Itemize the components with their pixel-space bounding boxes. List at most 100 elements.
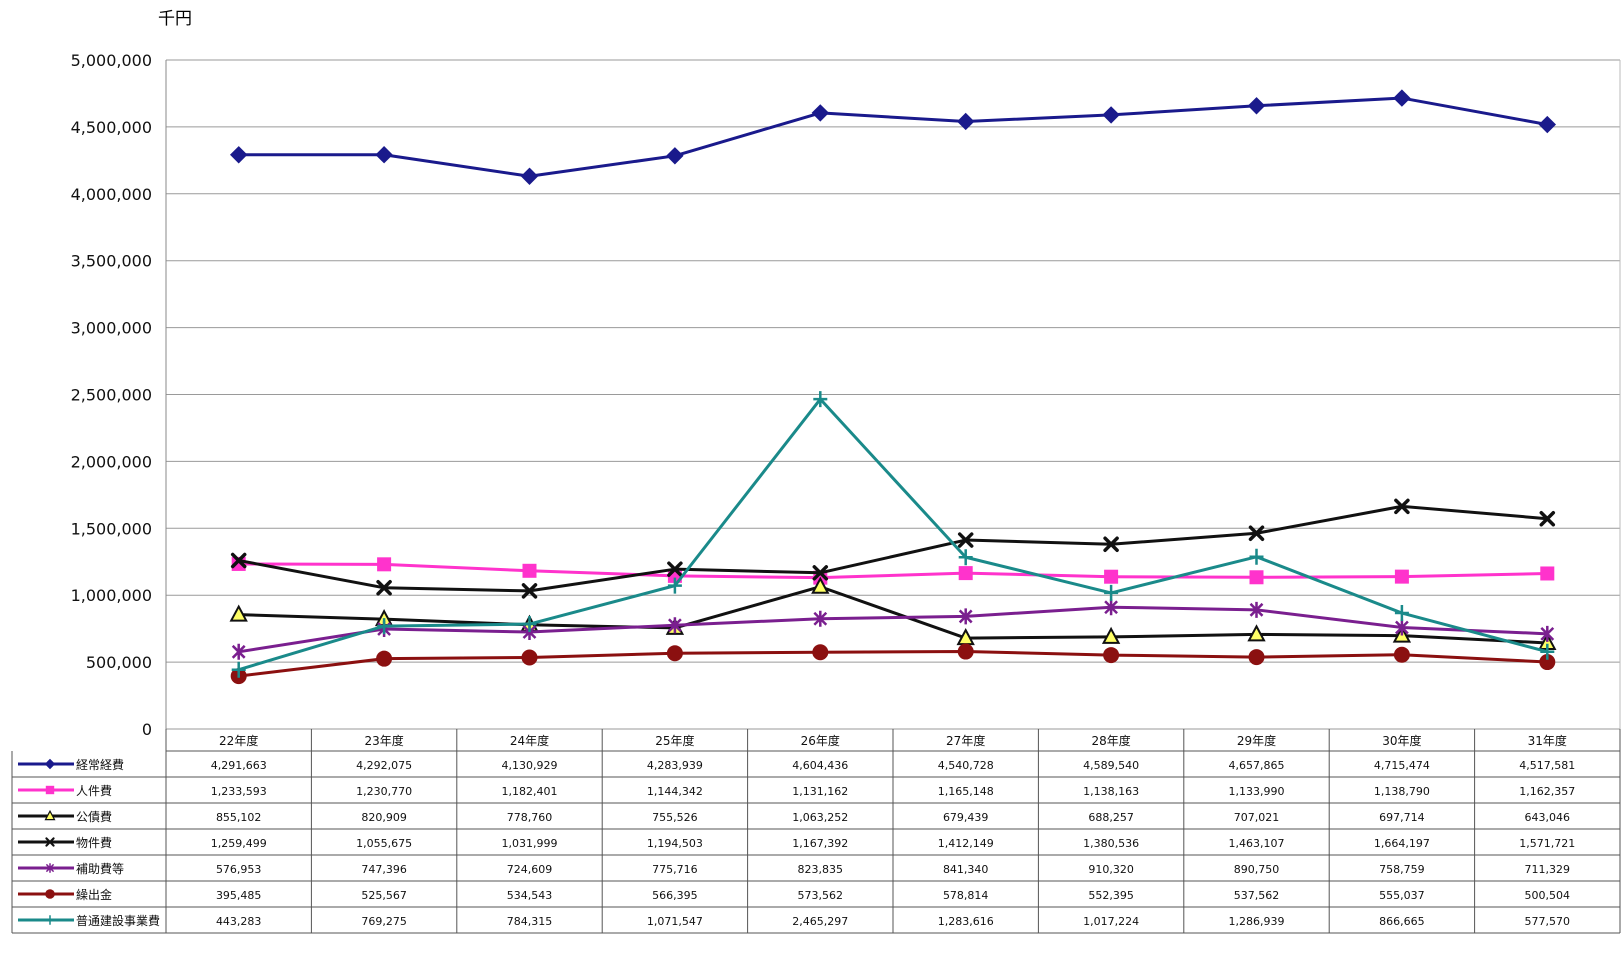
square-marker — [377, 557, 392, 572]
star-marker — [668, 617, 682, 634]
star-marker — [958, 608, 973, 625]
table-cell-value: 769,275 — [361, 915, 407, 928]
table-cell-value: 395,485 — [216, 889, 262, 902]
legend-series-name: 普通建設事業費 — [76, 913, 160, 928]
x-marker — [1394, 498, 1410, 515]
x-marker — [1539, 510, 1556, 527]
y-tick-label: 0 — [142, 720, 152, 739]
plus-marker — [1540, 643, 1555, 660]
data-point — [1249, 570, 1264, 585]
table-cell-value: 500,504 — [1525, 889, 1571, 902]
table-cell-value: 4,292,075 — [356, 759, 412, 772]
table-cell-value: 4,540,728 — [938, 759, 994, 772]
table-cell-value: 4,291,663 — [211, 759, 267, 772]
star-marker — [813, 610, 828, 627]
data-point — [811, 104, 830, 122]
x-category-label: 24年度 — [510, 733, 549, 748]
data-point — [668, 617, 682, 634]
y-tick-label: 4,500,000 — [71, 118, 152, 137]
legend-key-marker — [44, 809, 56, 821]
triangle-marker — [1247, 624, 1266, 642]
square-marker — [45, 785, 55, 795]
legend-series-name: 人件費 — [76, 783, 112, 798]
table-cell-value: 576,953 — [216, 863, 262, 876]
table-cell-value: 784,315 — [507, 915, 553, 928]
table-cell-value: 866,665 — [1379, 915, 1425, 928]
data-point — [1539, 654, 1556, 671]
table-cell-value: 537,562 — [1234, 889, 1280, 902]
data-table: 22年度 23年度 24年度 25年度 26年度 27年度 28年度 29年度 30年度 31年度… — [11, 729, 1621, 934]
data-point — [1249, 548, 1264, 565]
diamond-marker — [1393, 89, 1411, 107]
table-cell-value: 1,463,107 — [1229, 837, 1285, 850]
table-cell-value: 747,396 — [361, 863, 407, 876]
table-cell-value: 4,130,929 — [502, 759, 558, 772]
table-cell-value: 697,714 — [1379, 811, 1425, 824]
data-point — [230, 552, 247, 569]
triangle-marker — [229, 604, 248, 622]
table-cell-value: 855,102 — [216, 811, 262, 824]
plus-marker — [522, 616, 537, 633]
table-cell-value: 711,329 — [1525, 863, 1571, 876]
data-point — [1538, 115, 1557, 134]
data-point — [1540, 566, 1555, 581]
square-marker — [1104, 569, 1119, 584]
star-marker — [1249, 601, 1264, 618]
square-marker — [522, 563, 537, 578]
diamond-marker — [1247, 97, 1266, 115]
data-point — [522, 563, 537, 578]
diamond-marker — [1102, 106, 1120, 124]
data-point — [1102, 106, 1120, 124]
legend-key-marker — [45, 863, 55, 873]
grid-layer — [165, 59, 1621, 730]
diamond-marker — [44, 758, 56, 770]
y-tick-label: 1,500,000 — [71, 519, 152, 538]
x-marker — [1103, 536, 1119, 553]
table-cell-value: 443,283 — [216, 915, 262, 928]
table-cell-value: 1,571,721 — [1519, 837, 1575, 850]
table-cell-value: 555,037 — [1379, 889, 1425, 902]
table-cell-value: 4,283,939 — [647, 759, 703, 772]
data-point — [520, 167, 539, 185]
x-marker — [230, 552, 247, 569]
data-point — [667, 577, 682, 594]
circle-marker — [1248, 649, 1265, 666]
data-point — [1540, 625, 1555, 642]
table-cell-value: 1,138,790 — [1374, 785, 1430, 798]
data-point — [229, 604, 248, 622]
data-point — [811, 576, 830, 594]
table-cell-value: 1,133,990 — [1229, 785, 1285, 798]
table-cell-value: 1,230,770 — [356, 785, 412, 798]
data-point — [229, 146, 248, 164]
x-category-label: 25年度 — [655, 733, 694, 748]
table-cell-value: 755,526 — [652, 811, 698, 824]
legend-key-marker — [45, 837, 55, 847]
table-cell-value: 1,063,252 — [792, 811, 848, 824]
legend-series-name: 繰出金 — [76, 887, 112, 902]
square-marker — [1394, 569, 1409, 584]
data-point — [813, 610, 828, 627]
x-category-label: 28年度 — [1091, 733, 1130, 748]
legend-series-name: 物件費 — [76, 835, 112, 850]
table-cell-value: 552,395 — [1088, 889, 1134, 902]
x-category-label: 29年度 — [1237, 733, 1276, 748]
y-tick-label: 1,000,000 — [71, 586, 152, 605]
data-point — [667, 561, 683, 577]
unit-label: 千円 — [158, 9, 192, 29]
table-cell-value: 1,055,675 — [356, 837, 412, 850]
data-point — [666, 147, 684, 165]
data-point — [1394, 569, 1409, 584]
diamond-marker — [229, 146, 248, 164]
plus-marker — [1104, 584, 1119, 601]
table-cell-value: 525,567 — [361, 889, 407, 902]
table-cell-value: 1,664,197 — [1374, 837, 1430, 850]
data-point — [958, 549, 973, 566]
table-cell-value: 578,814 — [943, 889, 989, 902]
table-cell-value: 1,182,401 — [502, 785, 558, 798]
data-point — [958, 608, 973, 625]
circle-marker — [812, 644, 829, 661]
data-point — [521, 649, 538, 666]
x-category-label: 26年度 — [801, 733, 840, 748]
data-point — [1394, 605, 1409, 622]
